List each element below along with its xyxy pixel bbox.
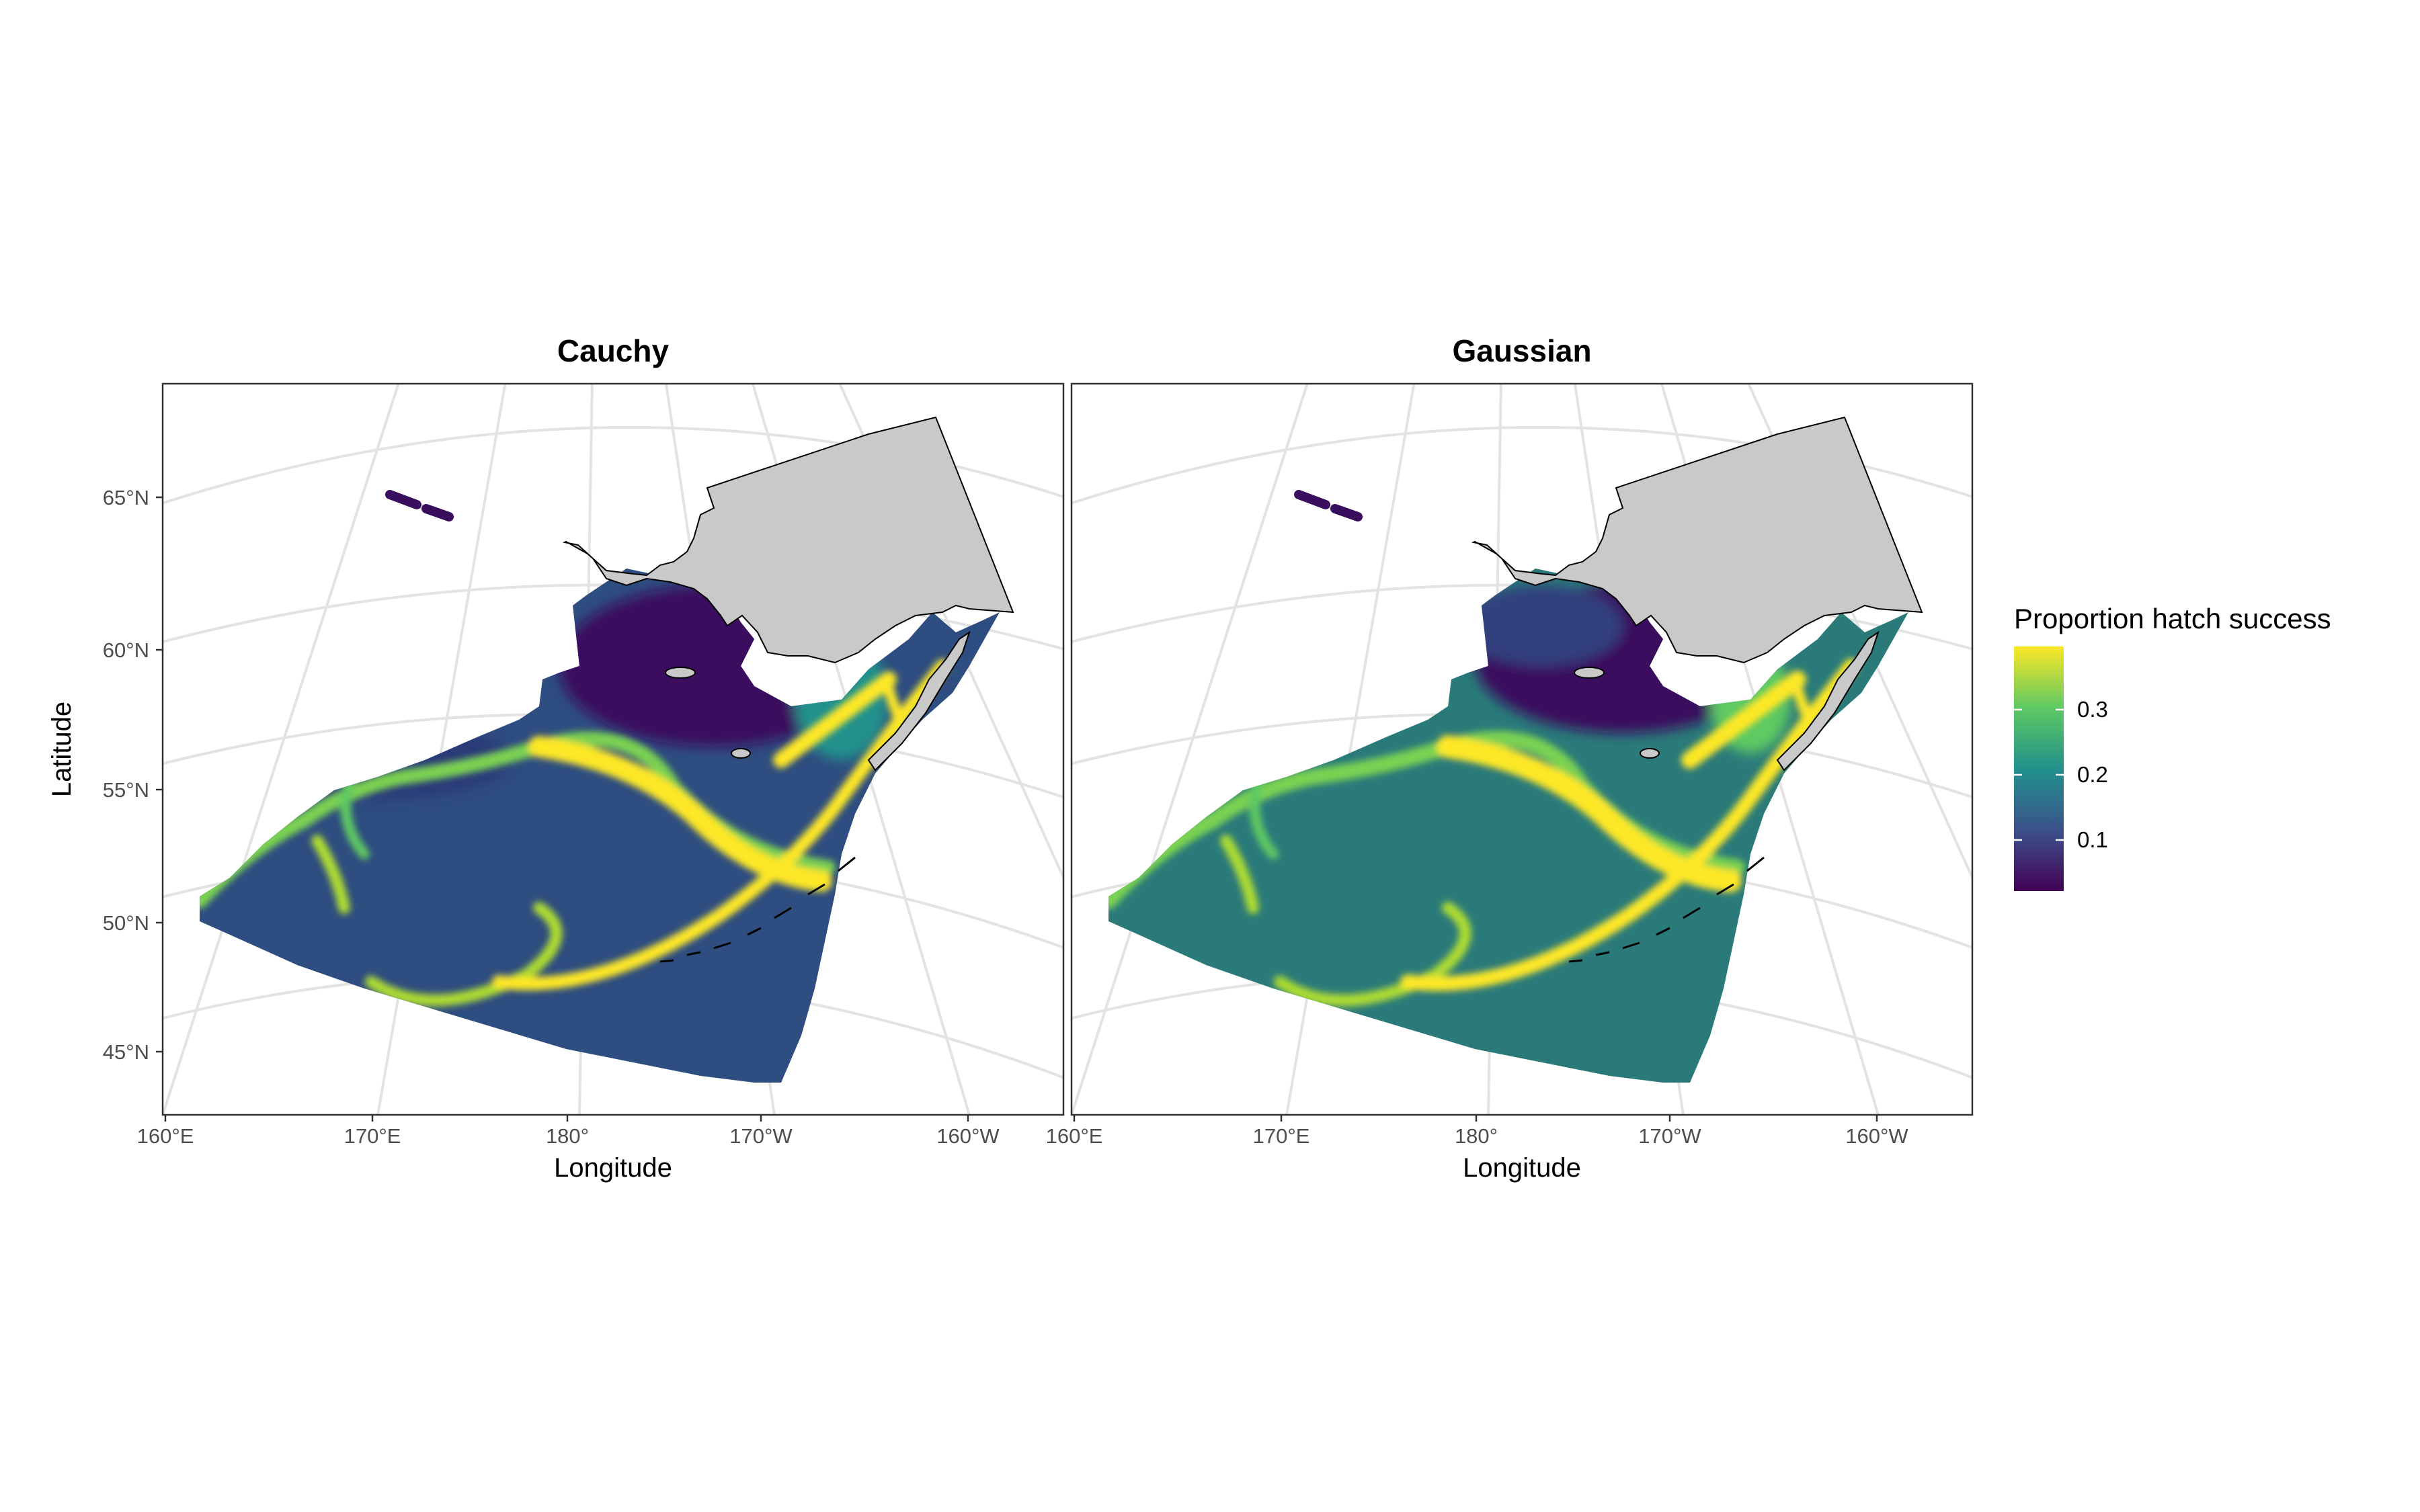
x-axis: 160°E 170°E 180° 170°W 160°W (1046, 1124, 1909, 1148)
x-axis-title: Longitude (1463, 1153, 1581, 1183)
panel-cauchy: Cauchy (47, 333, 1065, 1183)
legend-title: Proportion hatch success (2014, 603, 2331, 634)
island-segment (421, 504, 454, 521)
x-tick-label: 160°E (137, 1124, 194, 1148)
panel-border (1070, 382, 1974, 1116)
x-tick-label: 170°W (1638, 1124, 1701, 1148)
x-tick-label: 180° (1455, 1124, 1498, 1148)
y-tick-label: 50°N (103, 911, 149, 935)
alaska-peninsula (1776, 630, 1880, 771)
island-segment (385, 490, 421, 509)
island (1574, 667, 1605, 679)
island (665, 667, 696, 679)
x-tick-label: 180° (546, 1124, 589, 1148)
alaska-landmass (1471, 416, 1923, 664)
alaska-peninsula (867, 630, 971, 771)
island-segment (1294, 490, 1330, 509)
x-axis: 160°E 170°E 180° 170°W 160°W (137, 1124, 1000, 1148)
legend-tick-label: 0.3 (2077, 697, 2108, 722)
x-axis-title: Longitude (554, 1153, 672, 1183)
alaska-landmass (562, 416, 1014, 664)
y-tick-label: 65°N (103, 486, 149, 509)
y-tick-label: 60°N (103, 638, 149, 662)
x-tick-label: 160°W (1845, 1124, 1908, 1148)
x-tick-label: 160°E (1046, 1124, 1103, 1148)
x-tick-label: 170°W (729, 1124, 793, 1148)
y-axis-title: Latitude (47, 702, 77, 797)
y-tick-label: 55°N (103, 778, 149, 802)
colorbar (2014, 646, 2064, 891)
legend-tick-label: 0.1 (2077, 827, 2108, 852)
aleutian-islands (1568, 856, 1765, 963)
panel-title: Gaussian (1452, 333, 1591, 368)
aleutian-islands (659, 856, 856, 963)
panel-title: Cauchy (557, 333, 670, 368)
island-segment (1330, 504, 1363, 521)
island (731, 748, 751, 759)
y-axis: 65°N 60°N 55°N 50°N 45°N (103, 486, 149, 1064)
panel-gaussian: Gaussian (1046, 333, 1974, 1183)
x-tick-label: 170°E (1253, 1124, 1310, 1148)
x-tick-label: 160°W (936, 1124, 1000, 1148)
y-tick-label: 45°N (103, 1040, 149, 1064)
legend-tick-label: 0.2 (2077, 762, 2108, 787)
x-tick-label: 170°E (344, 1124, 401, 1148)
legend: Proportion hatch success 0.3 0.2 0.1 (2014, 603, 2331, 891)
panel-border (161, 382, 1065, 1116)
island (1640, 748, 1660, 759)
